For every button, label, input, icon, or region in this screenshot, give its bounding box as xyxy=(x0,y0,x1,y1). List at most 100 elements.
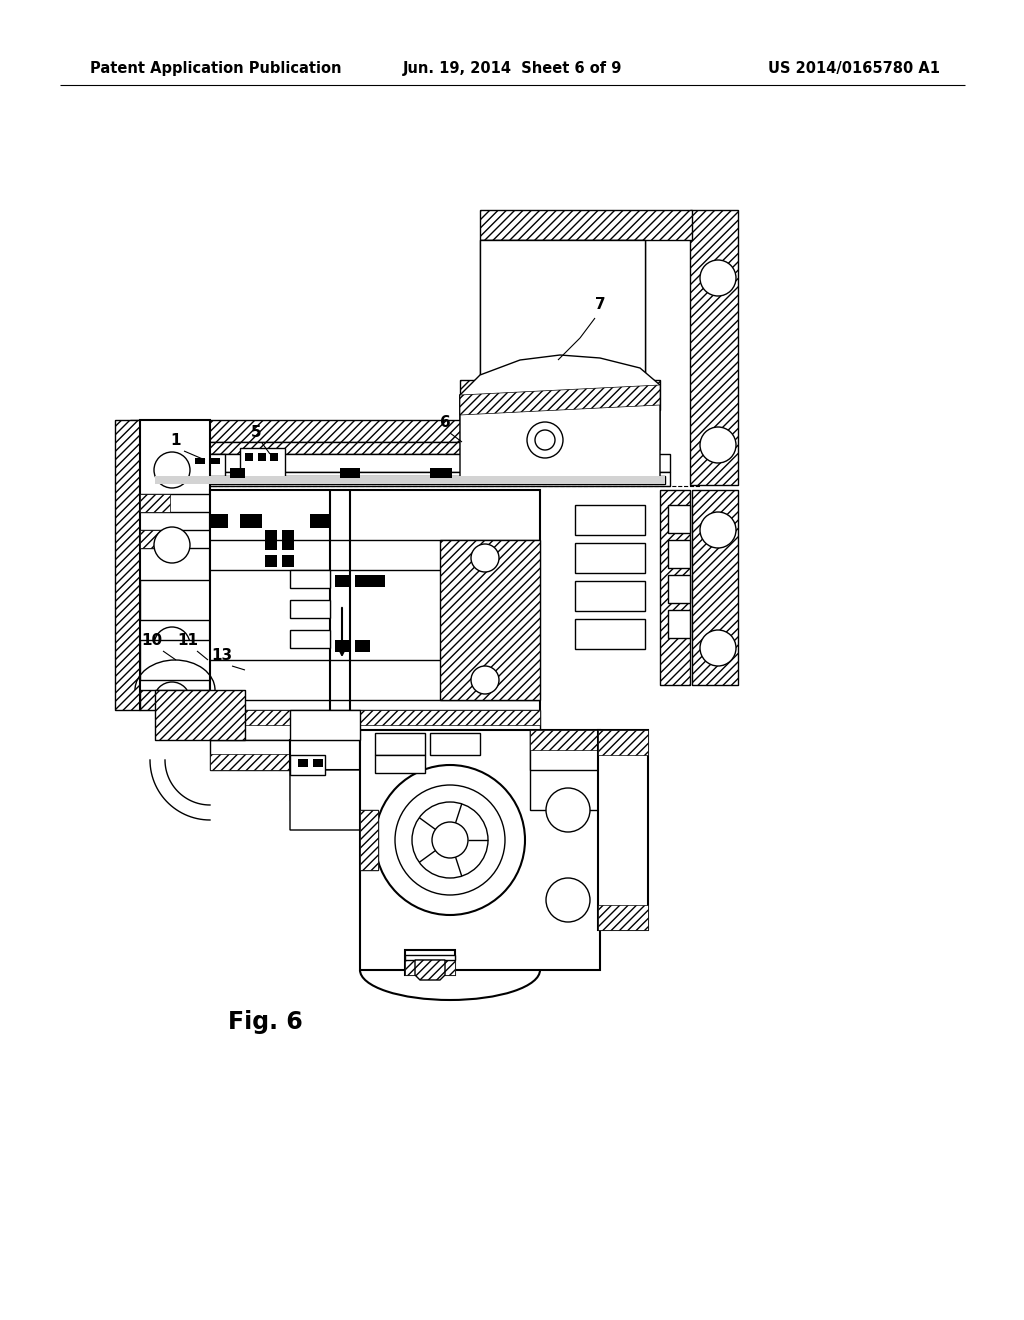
Bar xyxy=(130,524,520,539)
Bar xyxy=(115,420,140,710)
Bar xyxy=(668,540,690,568)
Circle shape xyxy=(546,878,590,921)
Bar xyxy=(668,506,690,533)
Bar xyxy=(355,640,370,652)
Bar xyxy=(290,570,330,587)
Bar xyxy=(210,741,540,770)
Bar xyxy=(210,490,540,730)
Bar xyxy=(430,469,452,478)
Bar xyxy=(480,450,645,480)
Bar xyxy=(601,255,629,400)
Bar xyxy=(298,759,308,767)
Text: 6: 6 xyxy=(439,414,451,430)
Bar xyxy=(480,210,692,240)
Circle shape xyxy=(700,630,736,667)
Bar xyxy=(130,442,460,454)
Bar xyxy=(282,531,294,550)
Text: 11: 11 xyxy=(177,634,199,648)
Bar xyxy=(598,906,648,931)
Bar xyxy=(440,540,540,700)
Bar xyxy=(355,576,370,587)
Bar xyxy=(668,610,690,638)
Bar xyxy=(575,506,645,535)
Bar xyxy=(290,630,330,648)
Circle shape xyxy=(154,682,190,718)
Bar xyxy=(370,576,385,587)
Bar xyxy=(155,477,665,484)
Circle shape xyxy=(546,788,590,832)
Circle shape xyxy=(412,803,488,878)
Polygon shape xyxy=(460,380,660,450)
Bar xyxy=(290,710,360,741)
Circle shape xyxy=(395,785,505,895)
Text: 10: 10 xyxy=(141,634,163,648)
Bar xyxy=(692,490,738,685)
Bar xyxy=(290,601,330,618)
Bar xyxy=(140,494,210,512)
Bar xyxy=(375,733,425,755)
Circle shape xyxy=(700,260,736,296)
Bar xyxy=(265,554,278,568)
Bar xyxy=(692,490,738,685)
Bar xyxy=(360,810,378,870)
Circle shape xyxy=(471,667,499,694)
Bar xyxy=(335,576,350,587)
Bar xyxy=(575,543,645,573)
Bar xyxy=(190,454,225,477)
Bar xyxy=(530,730,600,750)
Bar xyxy=(245,453,253,461)
Bar xyxy=(530,730,600,770)
Polygon shape xyxy=(290,770,380,830)
Bar xyxy=(480,240,645,450)
Bar xyxy=(406,960,455,975)
Bar xyxy=(290,741,360,770)
Bar xyxy=(290,755,325,775)
Bar xyxy=(690,210,738,484)
Bar xyxy=(460,380,660,411)
Bar xyxy=(130,420,460,442)
Bar xyxy=(310,513,330,528)
Bar xyxy=(290,770,360,800)
Bar xyxy=(258,453,266,461)
Bar xyxy=(140,690,210,710)
Bar xyxy=(360,770,380,830)
Text: US 2014/0165780 A1: US 2014/0165780 A1 xyxy=(768,61,940,75)
Bar xyxy=(130,454,670,473)
Text: 1: 1 xyxy=(171,433,181,447)
Bar xyxy=(530,730,600,810)
Bar xyxy=(406,950,455,975)
Bar xyxy=(155,690,245,741)
Circle shape xyxy=(154,527,190,564)
Circle shape xyxy=(471,544,499,572)
Bar xyxy=(140,579,210,620)
Polygon shape xyxy=(480,240,645,450)
Bar xyxy=(195,458,205,465)
Circle shape xyxy=(375,766,525,915)
Bar xyxy=(240,513,262,528)
Bar xyxy=(140,494,170,512)
Bar xyxy=(240,447,285,478)
Bar xyxy=(360,810,378,870)
Bar xyxy=(460,380,660,411)
Bar xyxy=(406,954,455,960)
Bar xyxy=(210,458,220,465)
Text: Jun. 19, 2014  Sheet 6 of 9: Jun. 19, 2014 Sheet 6 of 9 xyxy=(402,61,622,75)
Bar xyxy=(270,453,278,461)
Bar xyxy=(430,733,480,755)
Text: 5: 5 xyxy=(251,425,261,440)
Circle shape xyxy=(700,426,736,463)
Bar xyxy=(282,554,294,568)
Bar xyxy=(130,442,460,454)
Polygon shape xyxy=(460,385,660,414)
Bar xyxy=(155,690,245,741)
Text: 13: 13 xyxy=(211,648,232,663)
Bar xyxy=(668,576,690,603)
Bar xyxy=(210,710,540,741)
Bar xyxy=(230,469,245,478)
Bar xyxy=(140,690,210,710)
Bar xyxy=(115,420,140,710)
Bar xyxy=(563,255,591,400)
Polygon shape xyxy=(415,960,445,979)
Bar xyxy=(598,730,648,755)
Bar xyxy=(130,510,520,524)
